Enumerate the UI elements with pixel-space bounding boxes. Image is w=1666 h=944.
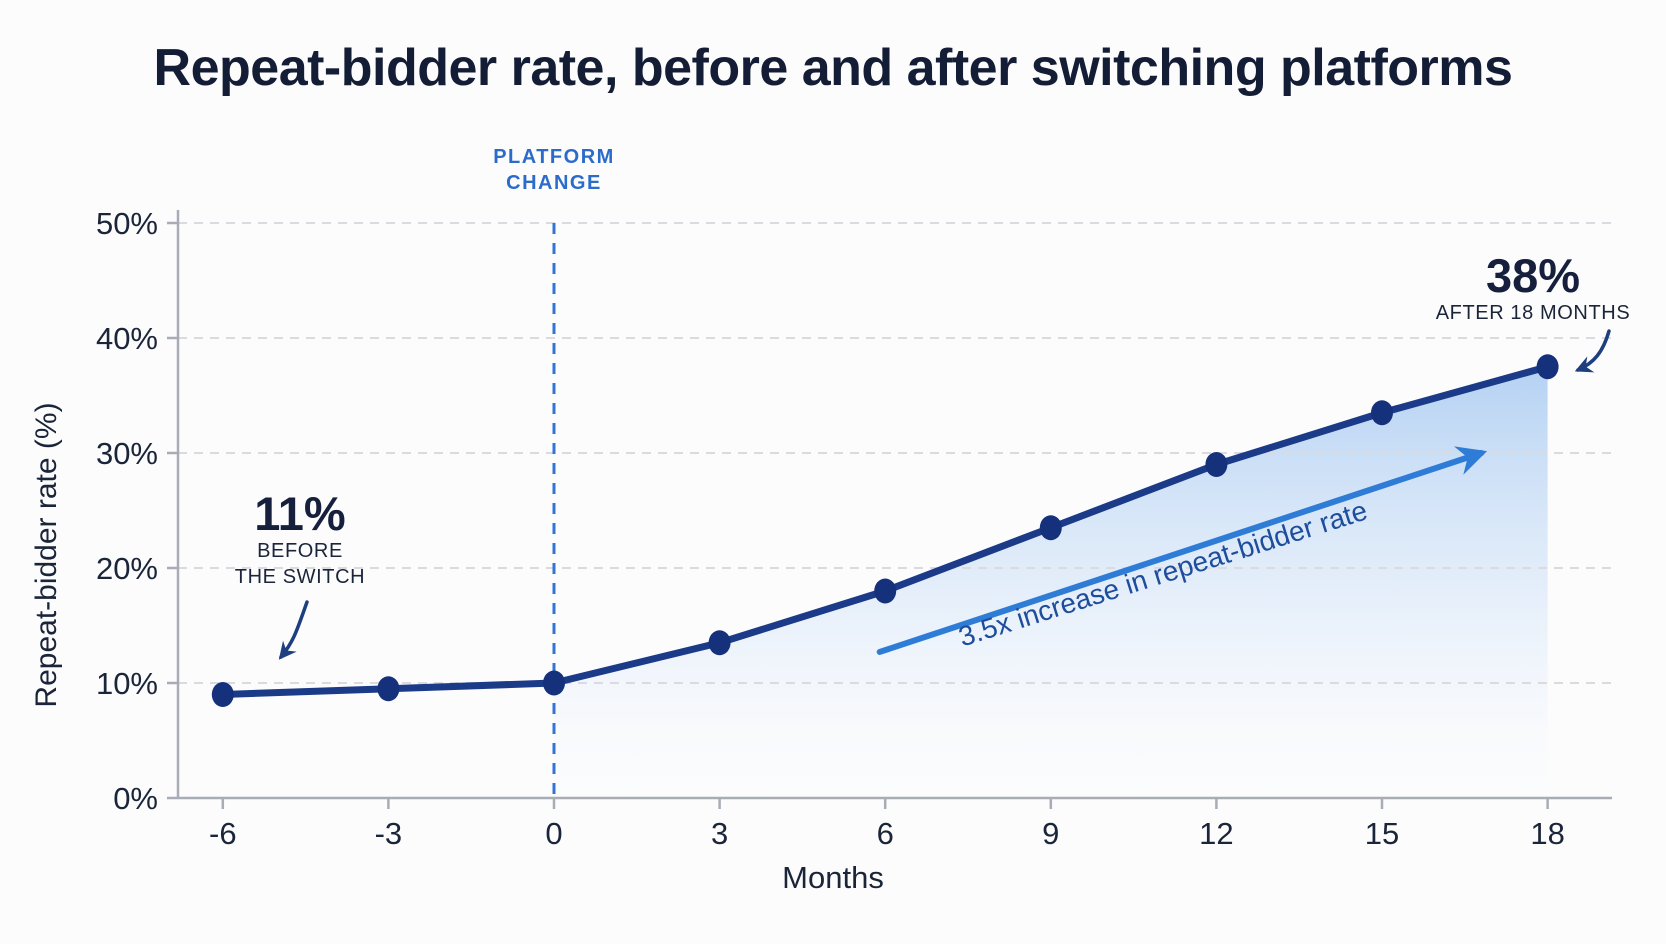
x-tick-label: 15	[1365, 816, 1399, 851]
y-axis-title: Repeat-bidder rate (%)	[30, 402, 63, 708]
x-tick-label: 12	[1199, 816, 1233, 851]
x-tick-label: 9	[1042, 816, 1059, 851]
x-axis-title: Months	[782, 860, 884, 895]
platform-change-line2: CHANGE	[506, 172, 602, 194]
x-tick-label: 6	[877, 816, 894, 851]
data-point-marker	[1536, 354, 1559, 380]
y-tick-label: 10%	[96, 666, 158, 701]
data-point-marker	[1371, 400, 1393, 426]
after-callout-arrow	[1574, 329, 1611, 373]
growth-arrow	[876, 446, 1488, 655]
chart-title: Repeat-bidder rate, before and after swi…	[153, 39, 1513, 97]
before-caption-line1: BEFORE	[257, 540, 343, 562]
x-tick-label: 0	[545, 816, 562, 851]
x-tick-label: -6	[209, 816, 237, 851]
after-callout: 38% AFTER 18 MONTHS	[1393, 252, 1666, 326]
data-point-marker	[1039, 515, 1062, 541]
x-tick-label: 3	[711, 816, 728, 851]
platform-change-line1: PLATFORM	[493, 146, 615, 168]
before-callout: 11% BEFORE THE SWITCH	[160, 490, 440, 590]
data-point-marker	[708, 630, 731, 656]
y-tick-label: 40%	[96, 321, 158, 356]
after-caption: AFTER 18 MONTHS	[1435, 302, 1631, 324]
data-point-marker	[377, 676, 400, 702]
data-point-marker	[874, 578, 897, 604]
y-tick-label: 0%	[113, 781, 158, 816]
before-value: 11%	[254, 487, 346, 540]
trend-area	[554, 366, 1548, 798]
data-point-marker	[1205, 452, 1228, 477]
platform-change-label: PLATFORM CHANGE	[434, 144, 674, 196]
x-tick-label: -3	[375, 816, 403, 851]
before-caption-line2: THE SWITCH	[234, 566, 366, 588]
y-tick-label: 30%	[96, 436, 158, 471]
before-callout-arrow	[278, 600, 309, 660]
after-value: 38%	[1485, 249, 1581, 302]
data-point-marker	[211, 682, 234, 707]
data-point-marker	[543, 670, 565, 696]
x-tick-label: 18	[1530, 816, 1564, 851]
y-tick-label: 20%	[96, 551, 158, 586]
y-tick-label: 50%	[96, 206, 158, 241]
